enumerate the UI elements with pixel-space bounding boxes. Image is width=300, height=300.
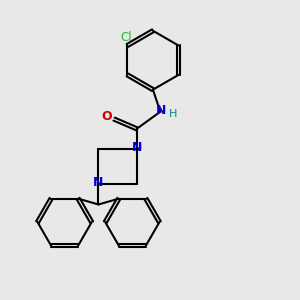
Text: Cl: Cl: [120, 31, 132, 44]
Text: H: H: [169, 109, 177, 119]
Text: O: O: [101, 110, 112, 123]
Text: N: N: [155, 104, 166, 117]
Text: N: N: [132, 141, 142, 154]
Text: N: N: [93, 176, 104, 189]
